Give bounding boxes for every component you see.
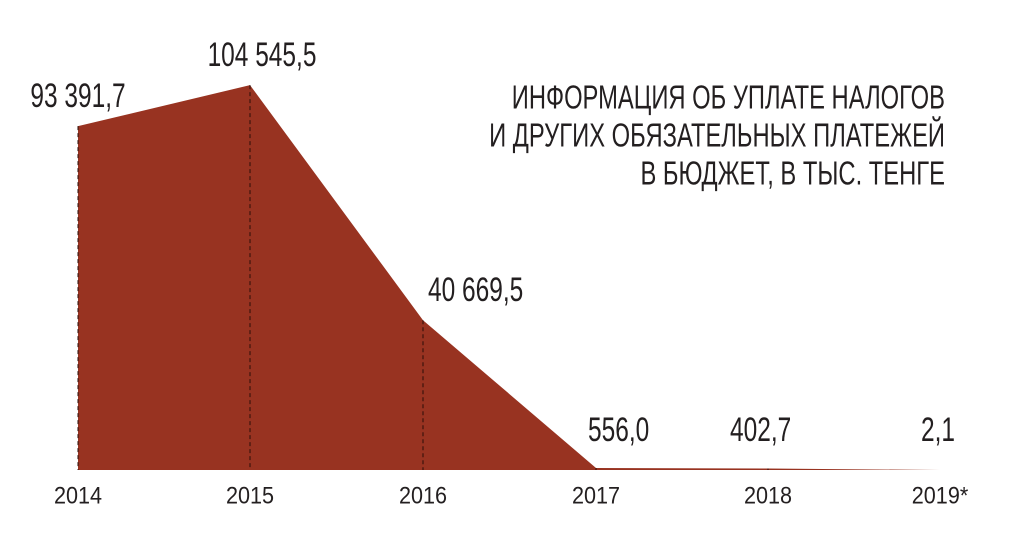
value-label: 402,7 <box>730 411 791 449</box>
x-label-group: 2019* <box>912 481 969 508</box>
value-label-group: 2,1 <box>921 411 955 449</box>
x-tick-label: 2017 <box>572 481 620 508</box>
x-label-group: 2015 <box>226 481 274 508</box>
chart-title: И ДРУГИХ ОБЯЗАТЕЛЬНЫХ ПЛАТЕЖЕЙ <box>489 116 945 155</box>
value-label-group: 104 545,5 <box>208 36 317 74</box>
value-label: 2,1 <box>921 411 955 449</box>
value-label-group: 93 391,7 <box>30 77 125 115</box>
value-label-group: 556,0 <box>588 411 649 449</box>
x-label-group: 2014 <box>54 481 102 508</box>
x-label-group: 2017 <box>572 481 620 508</box>
x-tick-label: 2019* <box>912 481 969 508</box>
value-label-group: 40 669,5 <box>428 271 523 309</box>
value-label: 93 391,7 <box>30 77 125 115</box>
title-line-group: В БЮДЖЕТ, В ТЫС. ТЕНГЕ <box>640 156 945 193</box>
chart-title: В БЮДЖЕТ, В ТЫС. ТЕНГЕ <box>640 156 945 193</box>
x-tick-label: 2018 <box>744 481 792 508</box>
x-tick-label: 2014 <box>54 481 102 508</box>
chart-title: ИНФОРМАЦИЯ ОБ УПЛАТЕ НАЛОГОВ <box>512 80 945 117</box>
value-label: 104 545,5 <box>208 36 317 74</box>
area <box>78 85 940 471</box>
title-line-group: ИНФОРМАЦИЯ ОБ УПЛАТЕ НАЛОГОВ <box>512 80 945 117</box>
value-label: 40 669,5 <box>428 271 523 309</box>
value-label: 556,0 <box>588 411 649 449</box>
value-label-group: 402,7 <box>730 411 791 449</box>
x-label-group: 2016 <box>399 481 447 508</box>
x-label-group: 2018 <box>744 481 792 508</box>
x-tick-label: 2015 <box>226 481 274 508</box>
x-tick-label: 2016 <box>399 481 447 508</box>
title-line-group: И ДРУГИХ ОБЯЗАТЕЛЬНЫХ ПЛАТЕЖЕЙ <box>489 116 945 155</box>
